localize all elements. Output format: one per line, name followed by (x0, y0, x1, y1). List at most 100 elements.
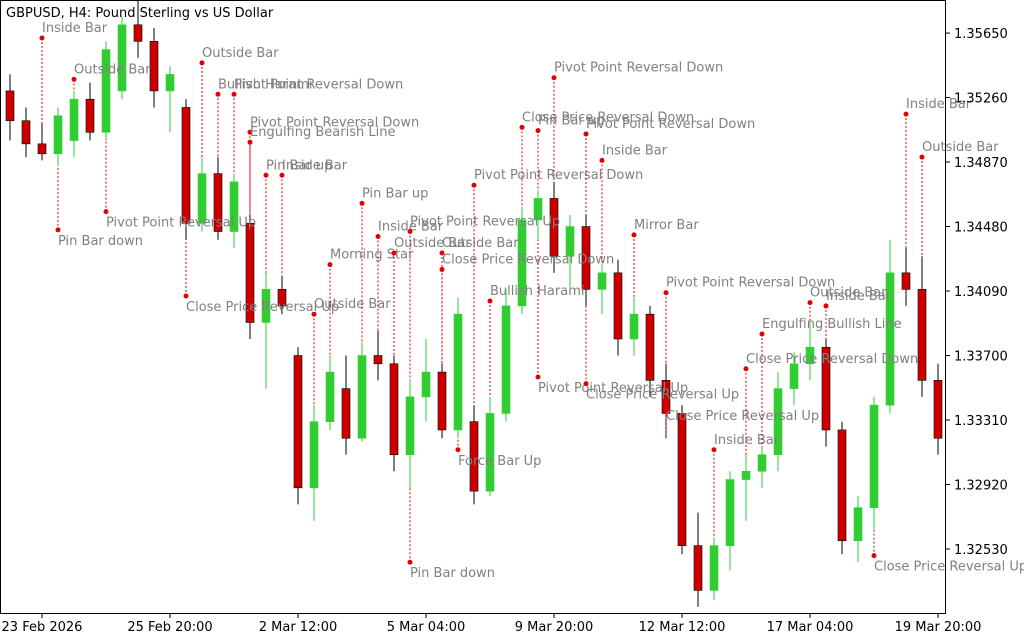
annotation-label: Pin Bar down (58, 234, 143, 249)
annotation-marker (407, 559, 413, 565)
candle-body (149, 41, 159, 92)
annotation-marker (663, 402, 669, 408)
annotation-marker (711, 447, 717, 453)
candle-body (389, 363, 399, 456)
plot-frame (0, 0, 946, 614)
y-tick-label: 1.35260 (954, 92, 1008, 107)
annotation-marker (71, 76, 77, 82)
annotation-marker (231, 91, 237, 97)
candle-body (37, 143, 47, 155)
candle-body (901, 272, 911, 290)
annotation-marker (359, 200, 365, 206)
y-tick-label: 1.34480 (954, 221, 1008, 236)
annotation-label: Close Price Reversal Up (186, 300, 339, 315)
x-tick-label: 19 Mar 20:00 (895, 620, 982, 635)
candle-body (437, 371, 447, 431)
annotation-label: Close Price Reversal Up (666, 409, 819, 424)
annotation-label: Pin Bar up (362, 186, 428, 201)
annotation-marker (55, 227, 61, 233)
candle-body (229, 181, 239, 232)
annotation-marker (807, 300, 813, 306)
annotation-label: Close Price Reversal Up (586, 388, 739, 403)
annotation-label: Pivot Point Reversal Up (410, 215, 560, 230)
annotation-label: Mirror Bar (634, 218, 699, 233)
candle-body (853, 507, 863, 542)
annotation-label: Outside Bar (314, 297, 391, 312)
annotation-label: Pivot Point Reversal Down (586, 117, 755, 132)
annotation-marker (759, 331, 765, 337)
candle-body (677, 413, 687, 546)
annotation-label: Inside Bar (378, 219, 444, 234)
annotation-label: Close Price Reversal Up (874, 560, 1024, 575)
candle-body (213, 173, 223, 232)
candle-body (341, 388, 351, 439)
x-tick-label: 17 Mar 04:00 (767, 620, 854, 635)
candle-body (645, 313, 655, 381)
annotation-marker (663, 290, 669, 296)
annotation-marker (583, 131, 589, 137)
candle-body (101, 49, 111, 133)
candle-body (581, 226, 591, 290)
candle-body (549, 198, 559, 257)
candle-body (405, 396, 415, 456)
annotation-label: Close Price Reversal Down (522, 110, 694, 125)
annotation-label: Close Price Reversal Down (442, 253, 614, 268)
annotation-label: Pivot Point Reversal Down (666, 276, 835, 291)
x-tick-label: 23 Feb 2026 (2, 620, 83, 635)
annotation-marker (471, 182, 477, 188)
annotation-marker (439, 267, 445, 273)
candle-body (357, 355, 367, 439)
annotation-label: Pivot Point Reversal Down (554, 61, 723, 76)
candle-body (309, 421, 319, 489)
annotation-label: Outside Bar (922, 140, 999, 155)
annotation-marker (583, 381, 589, 387)
candle-body (197, 173, 207, 224)
candle-body (21, 120, 31, 145)
candle-body (53, 115, 63, 155)
annotation-marker (279, 172, 285, 178)
annotation-marker (263, 172, 269, 178)
candle-body (773, 388, 783, 456)
x-tick-label: 5 Mar 04:00 (387, 620, 466, 635)
candle-body (565, 226, 575, 257)
annotation-label: Inside Bar (714, 433, 780, 448)
candle-body (485, 413, 495, 492)
annotation-label: Outside Bar (394, 236, 471, 251)
annotation-label: Pin Bar up (538, 114, 604, 129)
annotation-label: Pin Bar down (410, 566, 495, 581)
annotation-label: Pivot Point Reversal Up (538, 381, 688, 396)
candle-body (501, 305, 511, 414)
annotation-label: Outside Bar (202, 46, 279, 61)
y-tick-label: 1.34870 (954, 156, 1008, 171)
candle-body (245, 222, 255, 323)
chart-title: GBPUSD, H4: Pound Sterling vs US Dollar (6, 6, 274, 21)
annotation-marker (311, 311, 317, 317)
annotation-label: Pivot Point Reversal Up (106, 216, 256, 231)
annotation-label: Outside Bar (74, 62, 151, 77)
candle-body (837, 429, 847, 542)
candle-body (805, 346, 815, 365)
annotation-label: Bullish Harami (218, 77, 312, 92)
annotation-marker (199, 60, 205, 66)
candle-body (5, 90, 15, 122)
annotation-label: Outside Bar (810, 286, 887, 301)
annotation-marker (823, 303, 829, 309)
annotation-marker (599, 157, 605, 163)
annotation-label: Pivot Point Reversal Down (474, 168, 643, 183)
annotation-marker (551, 75, 557, 81)
candle-body (293, 355, 303, 489)
candle-body (325, 371, 335, 422)
y-tick-label: 1.32920 (954, 479, 1008, 494)
candle-body (917, 289, 927, 381)
x-tick-label: 9 Mar 20:00 (515, 620, 594, 635)
annotation-label: Inside Bar (282, 158, 348, 173)
y-tick-label: 1.35650 (954, 27, 1008, 42)
annotation-marker (183, 293, 189, 299)
annotation-label: Engulfing Bullish Line (762, 317, 902, 332)
annotation-marker (215, 91, 221, 97)
annotation-label: Pivot Point Reversal Down (234, 77, 403, 92)
